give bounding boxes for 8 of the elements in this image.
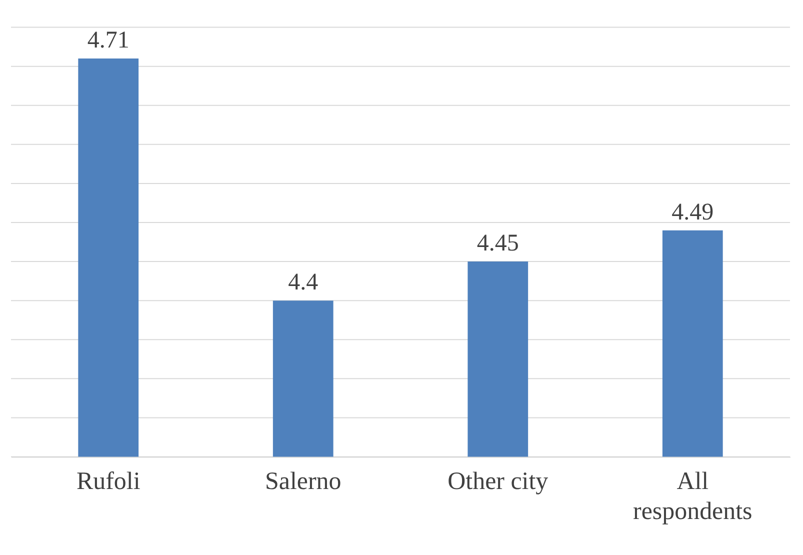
x-tick-label: Other city	[448, 468, 549, 496]
x-tick-label: Salerno	[265, 468, 342, 496]
data-label: 4.49	[672, 199, 714, 226]
data-label: 4.4	[288, 270, 318, 296]
data-label: 4.45	[476, 230, 519, 257]
x-tick-label: Rufoli	[76, 468, 140, 496]
data-label: 4.71	[87, 28, 130, 54]
x-tick-label: All respondents	[633, 468, 752, 526]
